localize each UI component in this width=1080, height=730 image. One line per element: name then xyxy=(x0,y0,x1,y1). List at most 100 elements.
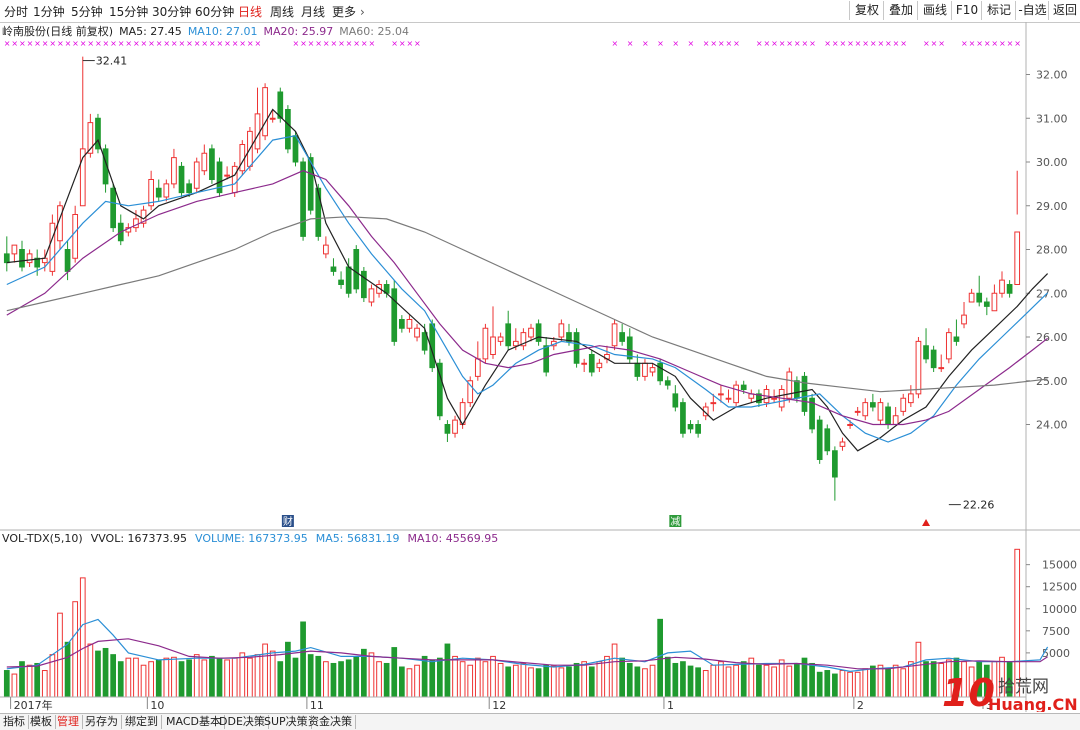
signal-marker: × xyxy=(361,39,368,48)
signal-marker: × xyxy=(186,39,193,48)
signal-marker: × xyxy=(4,39,11,48)
back-button[interactable]: 返回 xyxy=(1048,1,1080,20)
volume-bar xyxy=(376,661,382,698)
volume-bar xyxy=(862,668,869,698)
event-marker-label: 财 xyxy=(283,515,293,528)
volume-legend-item: VOLUME: 167373.95 xyxy=(195,532,308,545)
tab-sup-decision[interactable]: SUP决策 xyxy=(261,715,312,729)
signal-marker: × xyxy=(247,39,254,48)
candle-body xyxy=(209,148,215,180)
price-tick-label: 27.00 xyxy=(1036,287,1068,300)
tab-indicator[interactable]: 指标 xyxy=(0,715,29,729)
volume-bar xyxy=(300,621,306,698)
candle xyxy=(34,249,41,276)
signal-marker: × xyxy=(764,39,771,48)
period-tab-5min[interactable]: 5分钟 xyxy=(71,5,103,19)
volume-bar xyxy=(596,661,603,698)
volume-bar xyxy=(34,662,41,698)
high-price-label: 32.41 xyxy=(96,55,128,68)
signal-marker: × xyxy=(839,39,846,48)
f10-button[interactable]: F10 xyxy=(951,1,982,20)
candle-body xyxy=(406,319,413,329)
remove-watchlist-button[interactable]: -自选 xyxy=(1015,1,1049,20)
tab-manage[interactable]: 管理 xyxy=(54,715,83,729)
tab-template[interactable]: 模板 xyxy=(27,715,56,729)
signal-marker: × xyxy=(179,39,186,48)
x-tick-label: 2 xyxy=(857,699,864,712)
signal-marker: × xyxy=(34,39,41,48)
mark-button[interactable]: 标记 xyxy=(981,1,1016,20)
candle-body xyxy=(436,362,443,417)
candle-body xyxy=(512,340,519,347)
volume-bar xyxy=(794,662,800,698)
signal-marker: × xyxy=(961,39,968,48)
candle-body xyxy=(79,148,86,207)
period-tab-monthly[interactable]: 月线 xyxy=(301,5,326,19)
volume-bar xyxy=(657,618,663,698)
candle-body xyxy=(178,165,185,194)
signal-marker: × xyxy=(391,39,398,48)
candle xyxy=(634,354,641,381)
tab-save-as[interactable]: 另存为 xyxy=(82,715,122,729)
low-price-label: 22.26 xyxy=(963,499,995,512)
candle-body xyxy=(771,397,777,400)
candle-body xyxy=(444,424,451,434)
period-tab-daily[interactable]: 日线 xyxy=(238,5,263,19)
candle xyxy=(672,385,679,412)
volume-bar xyxy=(3,670,10,698)
tab-macd-basic[interactable]: MACD基本 xyxy=(163,715,225,729)
candle xyxy=(239,140,246,176)
volume-bar xyxy=(163,657,170,698)
period-tab-weekly[interactable]: 周线 xyxy=(270,5,295,19)
period-tab-more[interactable]: 更多 › xyxy=(332,3,365,20)
volume-bar xyxy=(11,673,18,698)
signal-marker: × xyxy=(57,39,64,48)
candle xyxy=(368,284,375,307)
signal-marker: × xyxy=(118,39,125,48)
signal-marker: × xyxy=(315,39,322,48)
volume-bar xyxy=(581,661,588,698)
candle xyxy=(155,179,162,202)
overlay-button[interactable]: 叠加 xyxy=(883,1,918,20)
signal-marker: × xyxy=(224,39,231,48)
volume-bar xyxy=(824,670,831,698)
signal-marker: × xyxy=(163,39,170,48)
volume-bar xyxy=(353,656,360,698)
volume-legend-item: VOL-TDX(5,10) xyxy=(2,532,83,545)
volume-bar xyxy=(133,657,139,698)
candle xyxy=(3,236,10,272)
candle xyxy=(474,341,481,381)
signal-marker: × xyxy=(870,39,877,48)
tab-dde-decision[interactable]: DDE决策 xyxy=(216,715,269,729)
candle-body xyxy=(619,332,626,342)
period-tab-30min[interactable]: 30分钟 xyxy=(152,5,192,19)
adjust-button[interactable]: 复权 xyxy=(849,1,884,20)
tab-bind-to[interactable]: 绑定到 xyxy=(122,715,162,729)
signal-marker: × xyxy=(292,39,299,48)
draw-line-button[interactable]: 画线 xyxy=(917,1,952,20)
stock-chart: 岭南股份(日线 前复权) MA5: 27.45 MA10: 27.01 MA20: 2… xyxy=(0,22,1080,712)
signal-marker: × xyxy=(893,39,900,48)
volume-bar xyxy=(877,664,884,698)
period-tab-intraday[interactable]: 分时 xyxy=(4,5,29,19)
candle xyxy=(490,306,496,359)
candle xyxy=(300,157,306,241)
candle-body xyxy=(26,253,33,264)
signal-marker: × xyxy=(308,39,315,48)
volume-bar xyxy=(634,666,641,698)
signal-marker: × xyxy=(300,39,307,48)
tab-fund-decision[interactable]: 资金决策 xyxy=(305,715,356,729)
candle-body xyxy=(361,270,367,299)
candle-body xyxy=(171,157,177,185)
signal-marker: × xyxy=(718,39,725,48)
candle xyxy=(26,249,33,267)
candle xyxy=(452,415,458,438)
period-tab-15min[interactable]: 15分钟 xyxy=(109,5,149,19)
period-tab-1min[interactable]: 1分钟 xyxy=(33,5,65,19)
candle xyxy=(133,210,139,232)
candle-body xyxy=(239,144,246,172)
volume-bar xyxy=(505,666,512,698)
signal-marker: × xyxy=(125,39,132,48)
period-tab-60min[interactable]: 60分钟 xyxy=(195,5,235,19)
candle-body xyxy=(626,336,633,360)
